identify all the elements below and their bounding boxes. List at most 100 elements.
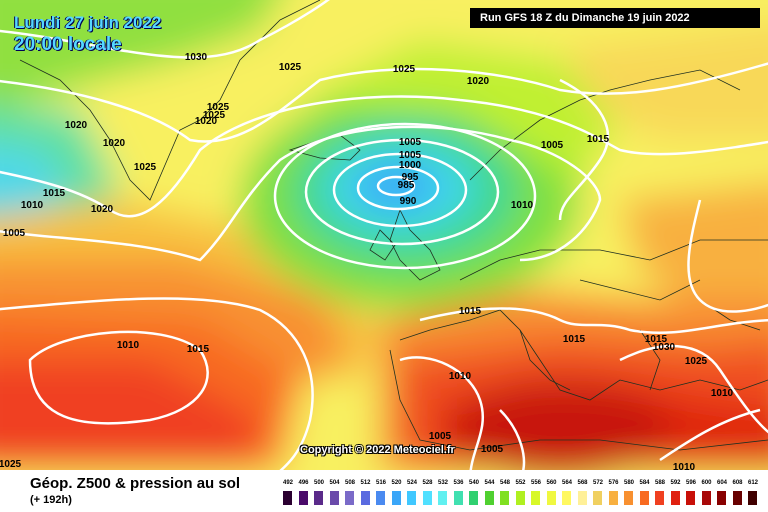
isobar-label: 1020 [65, 120, 88, 131]
legend-swatch [469, 491, 478, 505]
legend-swatch [438, 491, 447, 505]
isobar-label: 1010 [21, 200, 44, 211]
legend-value-label: 512 [360, 480, 371, 486]
legend-swatch [608, 491, 618, 505]
legend-value-label: 604 [717, 480, 728, 486]
isobar-label: 1010 [711, 388, 734, 399]
legend-swatch [686, 491, 695, 505]
isobar-label: 1005 [429, 431, 452, 442]
isobar-label: 1025 [203, 110, 226, 121]
isobar-label: 1025 [0, 459, 22, 470]
isobar-label: 1010 [117, 340, 140, 351]
legend-swatch [453, 491, 463, 505]
isobar-label: 1025 [393, 64, 416, 75]
legend-swatch [655, 491, 664, 505]
legend-value-label: 596 [686, 480, 697, 486]
legend-value-label: 492 [283, 480, 294, 486]
legend-swatch [670, 491, 680, 505]
map-title: Géop. Z500 & pression au sol [30, 475, 241, 492]
isobar-label: 1030 [653, 342, 676, 353]
legend-swatch [515, 491, 525, 505]
legend-swatch [701, 491, 711, 505]
legend-value-label: 592 [670, 480, 681, 486]
isobar-label: 1010 [511, 200, 534, 211]
map-footer: Géop. Z500 & pression au sol (+ 192h) 49… [0, 470, 768, 512]
legend-swatch [500, 491, 509, 505]
legend-value-label: 588 [655, 480, 666, 486]
isobar-label: 1020 [467, 76, 490, 87]
model-run-label: Run GFS 18 Z du Dimanche 19 juin 2022 [470, 8, 760, 28]
isobar-label: 1020 [103, 138, 126, 149]
legend-swatch [376, 491, 385, 505]
legend-value-label: 516 [376, 480, 387, 486]
weather-map: 1030 1025 1025 1020 1025 1025 1020 1020 1025 1015… [0, 0, 768, 470]
isobar-label: 990 [400, 196, 417, 207]
isobar-label: 995 [402, 172, 419, 183]
isobar-label: 1015 [587, 134, 610, 145]
legend-swatch [391, 491, 401, 505]
legend-swatch [345, 491, 354, 505]
legend-swatch [531, 491, 540, 505]
legend-value-label: 552 [515, 480, 526, 486]
legend-value-label: 584 [639, 480, 650, 486]
legend-swatch [624, 491, 633, 505]
legend-value-label: 496 [298, 480, 309, 486]
legend-swatch [748, 491, 757, 505]
legend-value-label: 612 [748, 480, 759, 486]
legend-value-label: 564 [562, 480, 573, 486]
forecast-horizon: (+ 192h) [30, 494, 72, 506]
legend-swatch [717, 491, 726, 505]
legend-value-label: 540 [469, 480, 480, 486]
legend-swatch [283, 491, 292, 505]
legend-swatch [639, 491, 649, 505]
legend-value-label: 572 [593, 480, 604, 486]
isobar-label: 1025 [134, 162, 157, 173]
isobar-label: 1015 [43, 188, 66, 199]
isobar-label: 1010 [449, 371, 472, 382]
isobar-label: 985 [398, 180, 415, 191]
isobar-label: 1010 [673, 462, 696, 470]
isobar-label: 1020 [91, 204, 114, 215]
legend-value-label: 524 [407, 480, 418, 486]
legend-value-label: 576 [608, 480, 619, 486]
legend-swatch [298, 491, 308, 505]
legend-swatch [484, 491, 494, 505]
isobar-label: 1005 [3, 228, 26, 239]
legend-swatch [577, 491, 587, 505]
isobar-label: 1020 [195, 116, 218, 127]
isobar-label: 1025 [685, 356, 708, 367]
legend-swatch [407, 491, 416, 505]
legend-value-label: 608 [732, 480, 743, 486]
legend-value-label: 580 [624, 480, 635, 486]
legend-swatch [329, 491, 339, 505]
legend-value-label: 600 [701, 480, 712, 486]
legend-value-label: 556 [531, 480, 542, 486]
color-field [0, 0, 768, 470]
legend-swatch [593, 491, 602, 505]
legend-value-label: 536 [453, 480, 464, 486]
isobar-label: 1005 [399, 137, 422, 148]
isobar-label: 1005 [399, 150, 422, 161]
isobar-label: 1030 [185, 52, 208, 63]
isobar-label: 1015 [459, 306, 482, 317]
legend-swatch [546, 491, 556, 505]
legend-value-label: 528 [422, 480, 433, 486]
legend-value-label: 520 [391, 480, 402, 486]
isobar-label: 1015 [563, 334, 586, 345]
forecast-time: 20:00 locale [14, 34, 122, 55]
isobar-label: 1000 [399, 160, 422, 171]
legend-value-label: 568 [577, 480, 588, 486]
isobar-label: 1015 [645, 334, 668, 345]
legend-value-label: 504 [329, 480, 340, 486]
legend-value-label: 508 [345, 480, 356, 486]
isobar-label: 1025 [279, 62, 302, 73]
legend-swatch [360, 491, 370, 505]
isobar-label: 1005 [481, 444, 504, 455]
isobar-label: 1005 [541, 140, 564, 151]
legend-value-label: 500 [314, 480, 325, 486]
legend-value-label: 548 [500, 480, 511, 486]
isobars [0, 0, 768, 470]
legend-value-label: 532 [438, 480, 449, 486]
legend-swatch [422, 491, 432, 505]
